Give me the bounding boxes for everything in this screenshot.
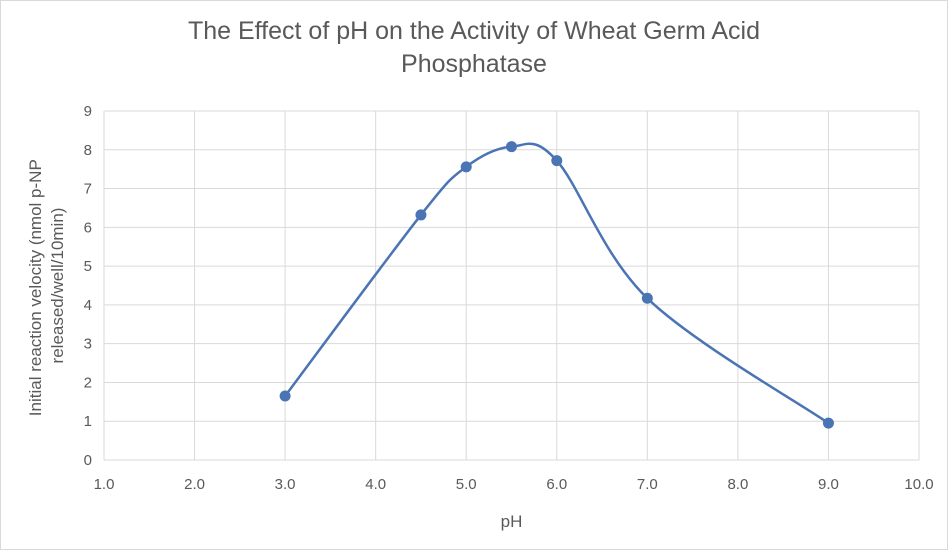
- data-point: [279, 390, 291, 402]
- y-tick-label: 0: [84, 452, 92, 469]
- x-tick-label: 2.0: [184, 476, 205, 493]
- y-tick-label: 4: [84, 297, 92, 314]
- x-axis-title: pH: [501, 512, 523, 531]
- y-tick-label: 1: [84, 413, 92, 430]
- data-points: [279, 141, 834, 429]
- data-point: [641, 292, 653, 304]
- y-axis-title-line-1: Initial reaction velocity (nmol p-NP: [26, 160, 45, 417]
- y-axis-title-line-2: released/well/10min): [48, 208, 67, 364]
- y-tick-label: 6: [84, 219, 92, 236]
- x-tick-label: 1.0: [94, 476, 115, 493]
- x-tick-label: 10.0: [904, 476, 933, 493]
- data-point: [506, 141, 517, 153]
- y-tick-label: 2: [84, 374, 92, 391]
- data-point: [460, 161, 472, 173]
- x-tick-label: 5.0: [456, 476, 477, 493]
- tick-labels: 1.0 2.0 3.0 4.0 5.0 6.0 7.0 8.0 9.0 10.0 0 1 2 3 4 5 6 7 8…: [84, 103, 934, 493]
- x-tick-label: 6.0: [546, 476, 567, 493]
- y-tick-label: 3: [84, 336, 92, 353]
- chart-title: The Effect of pH on the Activity of Whea…: [1, 15, 947, 81]
- y-tick-label: 7: [84, 181, 92, 198]
- x-tick-label: 3.0: [275, 476, 296, 493]
- x-tick-label: 8.0: [727, 476, 748, 493]
- x-tick-label: 7.0: [637, 476, 658, 493]
- y-axis-title: Initial reaction velocity (nmol p-NP rel…: [26, 155, 67, 416]
- y-tick-label: 8: [84, 142, 92, 159]
- y-tick-label: 5: [84, 258, 92, 275]
- chart-title-line-1: The Effect of pH on the Activity of Whea…: [187, 17, 761, 45]
- chart-title-line-2: Phosphatase: [401, 50, 547, 78]
- gridlines: [103, 110, 920, 461]
- y-tick-label: 9: [84, 103, 92, 120]
- data-point: [415, 209, 427, 221]
- data-point: [551, 155, 563, 167]
- data-point: [822, 417, 834, 429]
- x-tick-label: 4.0: [365, 476, 386, 493]
- x-tick-label: 9.0: [818, 476, 839, 493]
